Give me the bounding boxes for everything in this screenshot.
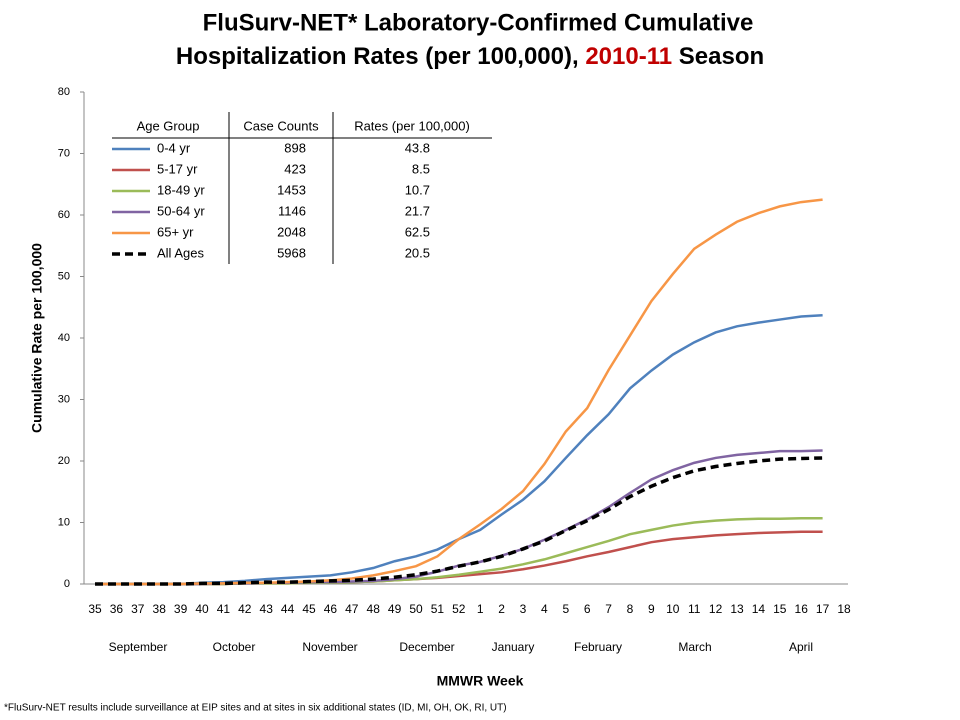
- rate: 10.7: [405, 182, 430, 197]
- x-tick-label: 37: [131, 602, 145, 616]
- title-highlight: 2010-11: [585, 43, 672, 70]
- table-header: Age Group: [137, 118, 200, 133]
- x-tick-label: 18: [837, 602, 851, 616]
- x-tick-label: 16: [795, 602, 809, 616]
- y-tick-label: 20: [58, 455, 70, 467]
- case-count: 423: [284, 161, 306, 176]
- x-tick-label: 46: [324, 602, 338, 616]
- legend-label: 0-4 yr: [157, 140, 191, 155]
- rate: 43.8: [405, 140, 430, 155]
- month-label: November: [302, 640, 357, 654]
- y-tick-label: 70: [58, 147, 70, 159]
- x-tick-label: 13: [730, 602, 744, 616]
- x-tick-label: 10: [666, 602, 680, 616]
- month-label: December: [399, 640, 454, 654]
- x-tick-label: 15: [773, 602, 787, 616]
- x-tick-label: 35: [88, 602, 102, 616]
- rate: 21.7: [405, 203, 430, 218]
- y-tick-label: 40: [58, 332, 70, 344]
- x-tick-label: 36: [110, 602, 124, 616]
- x-tick-label: 41: [217, 602, 231, 616]
- case-count: 898: [284, 140, 306, 155]
- x-axis-label: MMWR Week: [437, 673, 524, 689]
- y-tick-label: 50: [58, 270, 70, 282]
- rate: 62.5: [405, 224, 430, 239]
- series-line: [95, 313, 823, 586]
- x-tick-label: 50: [409, 602, 423, 616]
- x-tick-label: 51: [431, 602, 445, 616]
- x-tick-label: 42: [238, 602, 252, 616]
- legend-label: All Ages: [157, 245, 204, 260]
- x-tick-label: 8: [627, 602, 634, 616]
- case-count: 5968: [277, 245, 306, 260]
- x-tick-label: 11: [688, 602, 701, 616]
- x-tick-label: 47: [345, 602, 359, 616]
- x-tick-label: 43: [260, 602, 274, 616]
- x-tick-label: 17: [816, 602, 830, 616]
- y-axis-label: Cumulative Rate per 100,000: [29, 243, 45, 433]
- title-part: Season: [679, 43, 764, 70]
- series-line: [95, 449, 823, 586]
- title-part: Hospitalization Rates (per 100,000),: [176, 43, 579, 70]
- x-tick-label: 48: [367, 602, 381, 616]
- case-count: 1146: [278, 203, 306, 218]
- legend-label: 65+ yr: [157, 224, 194, 239]
- x-tick-label: 44: [281, 602, 295, 616]
- series-line: [95, 456, 823, 586]
- month-label: April: [789, 640, 813, 654]
- x-tick-label: 1: [477, 602, 484, 616]
- x-tick-label: 3: [520, 602, 527, 616]
- x-tick-label: 14: [752, 602, 766, 616]
- y-tick-label: 0: [64, 578, 70, 590]
- footnote: *FluSurv-NET results include surveillanc…: [4, 703, 507, 714]
- chart-title: Hospitalization Rates (per 100,000), 201…: [176, 43, 764, 70]
- x-tick-label: 52: [452, 602, 466, 616]
- x-tick-label: 4: [541, 602, 548, 616]
- x-tick-label: 9: [648, 602, 655, 616]
- table-header: Case Counts: [243, 118, 319, 133]
- x-tick-label: 2: [498, 602, 505, 616]
- x-tick-label: 49: [388, 602, 402, 616]
- month-label: March: [678, 640, 711, 654]
- month-label: January: [492, 640, 535, 654]
- legend-label: 50-64 yr: [157, 203, 205, 218]
- month-label: September: [109, 640, 168, 654]
- x-tick-label: 12: [709, 602, 723, 616]
- rate: 8.5: [412, 161, 430, 176]
- rate: 20.5: [405, 245, 430, 260]
- y-tick-label: 80: [58, 86, 70, 98]
- series-line: [95, 198, 823, 586]
- series-line: [95, 516, 823, 586]
- case-count: 2048: [277, 224, 306, 239]
- y-tick-label: 30: [58, 393, 70, 405]
- y-tick-label: 10: [58, 516, 70, 528]
- legend-label: 18-49 yr: [157, 182, 205, 197]
- table-header: Rates (per 100,000): [354, 118, 470, 133]
- x-tick-label: 38: [153, 602, 167, 616]
- x-tick-label: 40: [195, 602, 209, 616]
- legend-label: 5-17 yr: [157, 161, 198, 176]
- x-tick-label: 6: [584, 602, 591, 616]
- x-tick-label: 39: [174, 602, 188, 616]
- chart-title: FluSurv-NET* Laboratory-Confirmed Cumula…: [203, 9, 754, 36]
- x-tick-label: 7: [605, 602, 612, 616]
- y-tick-label: 60: [58, 209, 70, 221]
- x-tick-label: 5: [562, 602, 569, 616]
- month-label: October: [213, 640, 256, 654]
- month-label: February: [574, 640, 622, 654]
- x-tick-label: 45: [302, 602, 316, 616]
- case-count: 1453: [277, 182, 306, 197]
